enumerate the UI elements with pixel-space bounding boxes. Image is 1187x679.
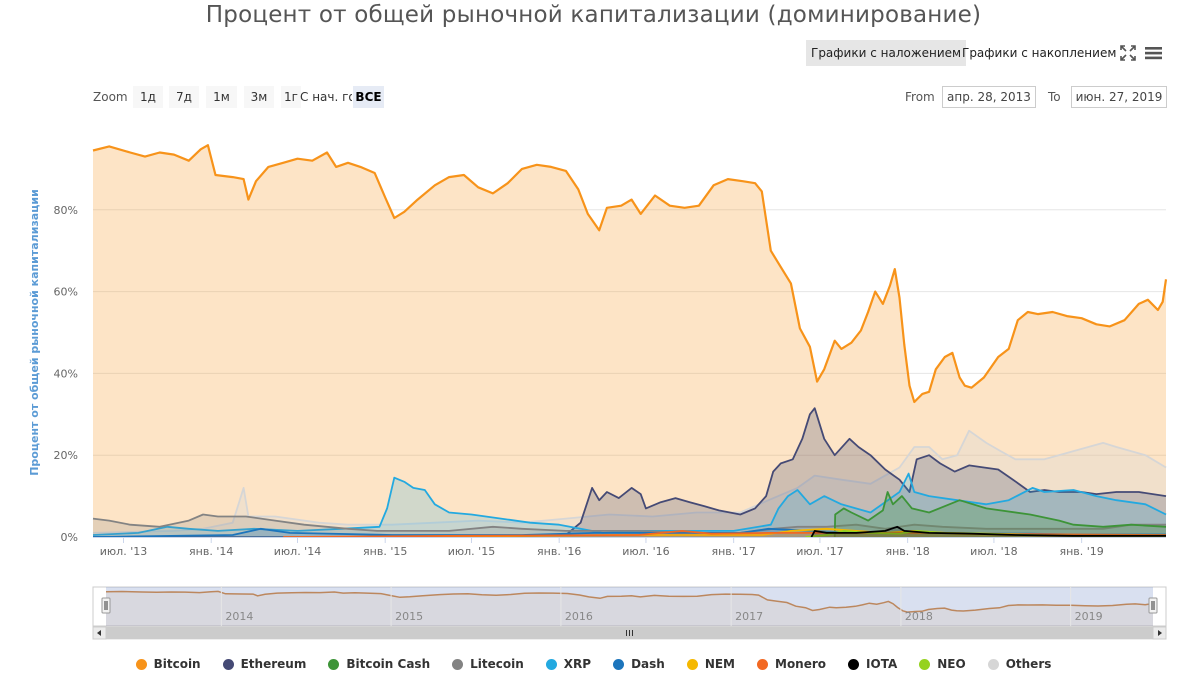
y-tick-label: 40% (54, 367, 78, 380)
legend-marker (987, 658, 999, 670)
legend-item-iota[interactable]: IOTA (848, 654, 897, 674)
series-line-ethereum[interactable] (93, 407, 1167, 538)
legend-marker (919, 658, 931, 670)
navigator-area (106, 591, 1153, 626)
navigator-year-label: 2014 (225, 610, 253, 623)
navigator-year-label: 2018 (905, 610, 933, 623)
zoom-1d-button[interactable]: 1д (133, 86, 163, 108)
series-area-xrp (93, 473, 1166, 537)
series-line-others[interactable] (92, 429, 1167, 534)
legend-label: Dash (631, 657, 665, 671)
chart-legend: Bitcoin Ethereum Bitcoin Cash Litecoin XRP Da… (0, 654, 1187, 674)
y-tick-label: 80% (54, 204, 78, 217)
stacked-charts-button[interactable]: Графики с накоплением (962, 46, 1117, 60)
legend-item-ethereum[interactable]: Ethereum (222, 654, 307, 674)
x-tick-label: июл. '18 (970, 545, 1017, 558)
overlay-charts-button[interactable]: Графики с наложением (806, 40, 967, 66)
zoom-1m-button[interactable]: 1м (206, 86, 237, 108)
y-tick-label: 0% (61, 531, 78, 544)
legend-marker (328, 658, 340, 670)
legend-marker (135, 658, 147, 670)
zoom-7d-button[interactable]: 7д (169, 86, 199, 108)
series-line-xrp[interactable] (92, 472, 1167, 536)
x-tick-label: янв. '16 (537, 545, 581, 558)
legend-marker (545, 658, 557, 670)
navigator-line (105, 590, 1154, 613)
legend-label: Bitcoin Cash (346, 657, 431, 671)
x-tick-label: июл. '16 (622, 545, 669, 558)
fullscreen-icon[interactable] (1117, 42, 1139, 64)
x-tick-label: июл. '15 (448, 545, 495, 558)
zoom-label: Zoom (93, 90, 128, 104)
legend-label: Bitcoin (153, 657, 201, 671)
legend-label: Monero (775, 657, 827, 671)
legend-label: IOTA (866, 657, 898, 671)
legend-item-others[interactable]: Others (987, 654, 1052, 674)
legend-item-monero[interactable]: Monero (757, 654, 826, 674)
navigator-year-label: 2017 (735, 610, 763, 623)
x-tick-label: янв. '14 (189, 545, 233, 558)
legend-label: Litecoin (470, 657, 524, 671)
from-date-input[interactable]: апр. 28, 2013 (942, 86, 1036, 108)
legend-item-xrp[interactable]: XRP (545, 654, 592, 674)
y-tick-label: 60% (54, 286, 78, 299)
x-tick-label: июл. '13 (100, 545, 147, 558)
scroll-left-arrow-icon (97, 630, 101, 636)
series-line-iota[interactable] (810, 525, 1166, 538)
legend-marker (848, 658, 860, 670)
x-tick-label: янв. '18 (885, 545, 929, 558)
navigator-year-label: 2015 (395, 610, 423, 623)
x-tick-label: янв. '15 (363, 545, 407, 558)
legend-item-bitcoin-cash[interactable]: Bitcoin Cash (328, 654, 430, 674)
series-line-bitcoin-cash[interactable] (833, 491, 1167, 538)
scroll-right-arrow-icon (1158, 630, 1162, 636)
legend-item-neo[interactable]: NEO (919, 654, 966, 674)
legend-marker (757, 658, 768, 670)
series-area-others (93, 430, 1166, 537)
zoom-3m-button[interactable]: 3м (244, 86, 274, 108)
legend-marker (686, 658, 698, 670)
series-line-litecoin[interactable] (92, 513, 1166, 534)
navigator-selection[interactable] (106, 587, 1153, 626)
to-date-input[interactable]: июн. 27, 2019 (1071, 86, 1167, 108)
zoom-all-button[interactable]: ВСЕ (353, 86, 384, 108)
legend-item-bitcoin[interactable]: Bitcoin (135, 654, 201, 674)
navigator-year-label: 2016 (565, 610, 593, 623)
navigator-year-label: 2019 (1075, 610, 1103, 623)
legend-label: NEO (937, 657, 966, 671)
hamburger-menu-icon[interactable] (1143, 42, 1165, 64)
chart-title: Процент от общей рыночной капитализации … (205, 2, 982, 28)
y-axis-title: Процент от общей рыночной капитализации (28, 189, 41, 476)
y-tick-label: 20% (54, 449, 78, 462)
from-label: From (905, 90, 935, 104)
legend-label: Ethereum (240, 657, 307, 671)
legend-marker (452, 658, 464, 670)
legend-label: XRP (563, 657, 592, 671)
legend-label: NEM (704, 657, 735, 671)
legend-label: Others (1005, 657, 1052, 671)
legend-marker (613, 658, 625, 670)
navigator-left-handle[interactable] (101, 597, 111, 614)
zoom-ytd-button[interactable]: С нач. го. (300, 90, 352, 104)
x-tick-label: янв. '17 (711, 545, 755, 558)
series-area-ethereum (93, 408, 1166, 537)
navigator-right-handle[interactable] (1148, 597, 1158, 614)
legend-marker (222, 658, 234, 670)
legend-item-litecoin[interactable]: Litecoin (452, 654, 524, 674)
legend-item-dash[interactable]: Dash (613, 654, 665, 674)
x-tick-label: июл. '14 (274, 545, 321, 558)
x-tick-label: янв. '19 (1059, 545, 1103, 558)
zoom-1y-button[interactable]: 1г (281, 86, 301, 108)
x-tick-label: июл. '17 (796, 545, 843, 558)
series-line-bitcoin[interactable] (92, 144, 1168, 404)
legend-item-nem[interactable]: NEM (686, 654, 735, 674)
to-label: To (1048, 90, 1061, 104)
series-area-bitcoin (93, 145, 1166, 537)
